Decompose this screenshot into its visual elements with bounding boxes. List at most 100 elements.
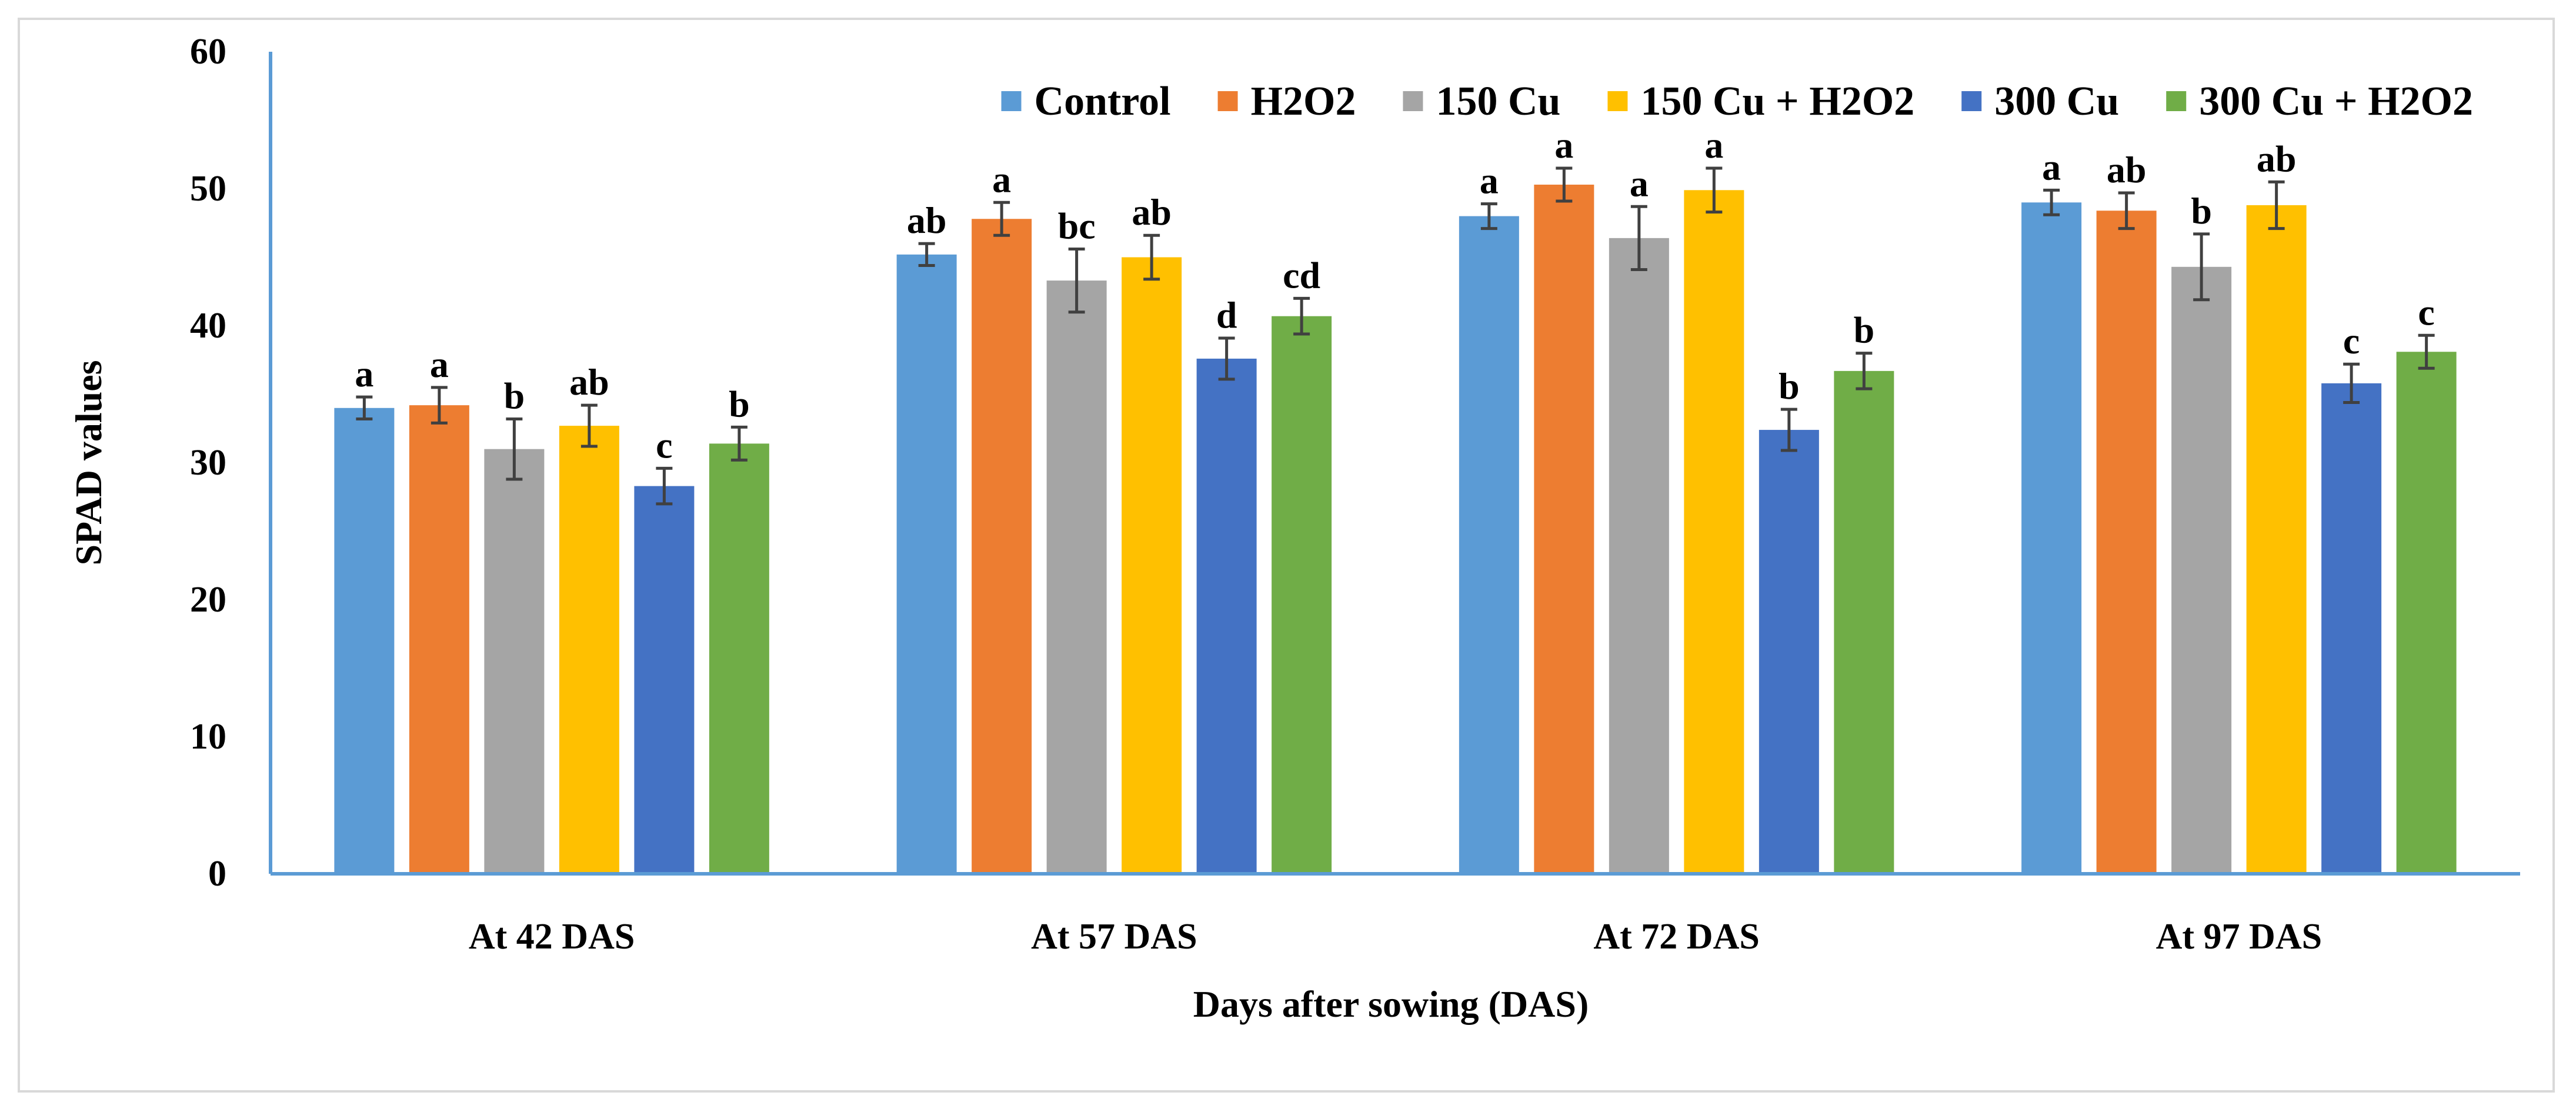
error-bar xyxy=(356,395,373,420)
legend-item: 150 Cu + H2O2 xyxy=(1607,79,1914,124)
legend-swatch xyxy=(1001,91,1022,111)
x-tick-label: At 72 DAS xyxy=(1593,917,1759,957)
legend-label: 300 Cu + H2O2 xyxy=(2199,79,2473,124)
legend-label: 150 Cu xyxy=(1436,79,1560,124)
significance-label: b xyxy=(729,383,750,425)
error-bar xyxy=(2118,191,2135,231)
bar-h2o2-2 xyxy=(972,219,1032,874)
error-bar xyxy=(1218,336,1235,381)
significance-label: a xyxy=(1630,162,1649,204)
error-bars-layer xyxy=(356,166,2435,506)
x-tick-labels: At 42 DAS At 57 DAS At 72 DAS At 97 DAS xyxy=(469,917,2322,957)
significance-label: ab xyxy=(569,361,609,403)
significance-label: b xyxy=(504,375,525,416)
significance-label: ab xyxy=(2107,149,2147,191)
error-bar xyxy=(1706,166,1723,214)
error-bar xyxy=(2343,362,2360,404)
legend-item: 300 Cu xyxy=(1961,79,2119,124)
bars-layer xyxy=(334,185,2457,874)
bar-300-cu-h2o2-2 xyxy=(1272,316,1332,874)
bar-control-2 xyxy=(896,254,957,874)
error-bar xyxy=(2193,232,2210,302)
error-bar xyxy=(1068,248,1085,314)
bar-300-cu-4 xyxy=(2321,383,2382,874)
significance-label: ab xyxy=(907,199,947,241)
bar-150-cu-3 xyxy=(1609,238,1669,874)
error-bar xyxy=(1856,352,1873,390)
bar-300-cu-1 xyxy=(634,486,695,874)
bar-150-cu-4 xyxy=(2171,266,2232,874)
significance-label: b xyxy=(1778,365,1800,407)
error-bar xyxy=(1143,233,1160,281)
error-bar xyxy=(730,425,748,462)
y-tick-label: 40 xyxy=(190,306,226,346)
bar-h2o2-4 xyxy=(2096,211,2157,874)
bar-150-cu-2 xyxy=(1046,280,1107,874)
significance-label: c xyxy=(2418,291,2434,333)
legend-swatch xyxy=(1217,91,1238,111)
legend-item: 300 Cu + H2O2 xyxy=(2166,79,2473,124)
error-bar xyxy=(2268,180,2285,231)
significance-label: a xyxy=(1480,160,1499,202)
bar-300-cu-h2o2-4 xyxy=(2396,352,2457,874)
bar-300-cu-3 xyxy=(1759,430,1819,874)
y-tick-label: 50 xyxy=(190,169,226,209)
legend-swatch xyxy=(1961,91,1982,111)
significance-label: bc xyxy=(1058,205,1096,247)
bar-h2o2-1 xyxy=(409,405,469,874)
error-bar xyxy=(656,466,673,506)
legend-swatch xyxy=(1607,91,1628,111)
error-bar xyxy=(431,386,448,425)
significance-label: b xyxy=(2191,190,2212,232)
error-bar xyxy=(506,417,523,481)
error-bar xyxy=(2043,188,2060,216)
legend-item: 150 Cu xyxy=(1403,79,1560,124)
legend: Control H2O2 150 Cu 150 Cu + H2O2 300 Cu 300 … xyxy=(1001,79,2473,124)
y-axis-title: SPAD values xyxy=(68,360,109,565)
significance-label: ab xyxy=(1132,191,1172,233)
error-bar xyxy=(1480,202,1497,231)
bar-150-cu-h2o2-1 xyxy=(559,426,619,874)
bar-150-cu-1 xyxy=(484,449,545,874)
significance-label: a xyxy=(1704,124,1723,166)
significance-label: a xyxy=(1554,124,1573,166)
x-tick-label: At 97 DAS xyxy=(2156,917,2322,957)
significance-label: c xyxy=(656,424,672,466)
error-bar xyxy=(1630,205,1647,271)
legend-swatch xyxy=(2166,91,2187,111)
bar-150-cu-h2o2-3 xyxy=(1684,190,1744,874)
bar-300-cu-2 xyxy=(1196,358,1257,874)
significance-label: a xyxy=(992,158,1011,200)
y-tick-label: 10 xyxy=(190,717,226,757)
y-tick-label: 60 xyxy=(190,32,226,72)
bar-control-3 xyxy=(1459,216,1519,874)
bar-300-cu-h2o2-3 xyxy=(1834,370,1894,874)
significance-label: a xyxy=(2042,146,2061,188)
significance-label: ab xyxy=(2257,138,2297,179)
significance-label: cd xyxy=(1283,254,1320,296)
y-tick-label: 0 xyxy=(208,854,226,894)
error-bar xyxy=(2418,333,2435,370)
legend-label: H2O2 xyxy=(1251,79,1356,124)
error-bar xyxy=(993,201,1010,237)
legend-item: H2O2 xyxy=(1217,79,1356,124)
significance-label: b xyxy=(1854,309,1875,351)
legend-label: Control xyxy=(1035,79,1171,124)
x-axis-title: Days after sowing (DAS) xyxy=(1193,983,1589,1025)
legend-label: 150 Cu + H2O2 xyxy=(1640,79,1914,124)
axes-layer xyxy=(269,52,2520,876)
significance-label: a xyxy=(430,343,449,385)
legend-item: Control xyxy=(1001,79,1171,124)
error-bar xyxy=(918,242,935,267)
bar-h2o2-3 xyxy=(1534,185,1594,874)
x-tick-label: At 42 DAS xyxy=(469,917,635,957)
y-tick-label: 20 xyxy=(190,580,226,620)
y-tick-labels: 0 10 20 30 40 50 60 xyxy=(190,32,226,894)
bar-control-4 xyxy=(2021,202,2082,874)
significance-label: a xyxy=(355,353,373,395)
legend-swatch xyxy=(1403,91,1423,111)
y-tick-label: 30 xyxy=(190,443,226,483)
significance-label: c xyxy=(2343,320,2360,362)
error-bar xyxy=(1293,296,1310,336)
